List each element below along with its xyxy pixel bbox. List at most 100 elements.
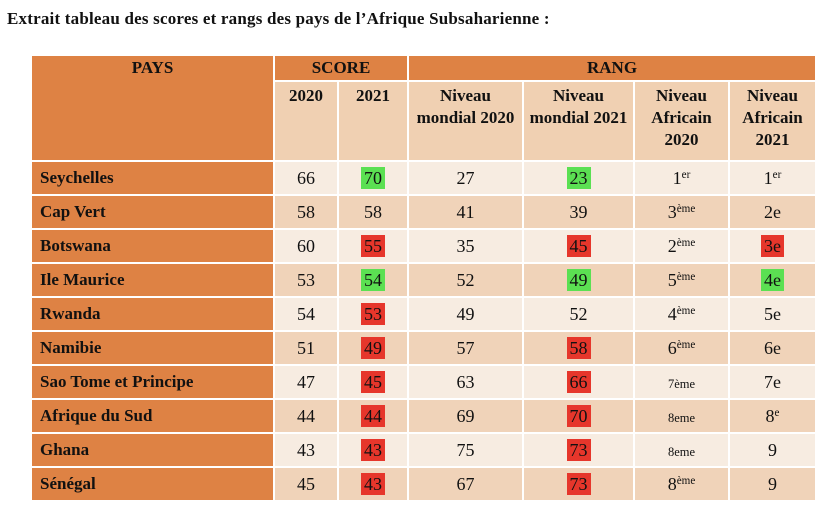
value: 8ème (667, 473, 696, 494)
rang-mondial-2020-cell: 41 (409, 196, 523, 228)
score-2021-cell: 43 (339, 468, 408, 500)
highlighted-value: 58 (566, 336, 591, 360)
value: 39 (569, 201, 588, 222)
table-row: Seychelles 66 70 27 23 1er 1er (32, 162, 816, 194)
rang-mondial-2021-cell: 23 (524, 162, 634, 194)
value: 8e (765, 405, 780, 426)
country-cell: Afrique du Sud (32, 400, 273, 432)
rang-mondial-2020-cell: 27 (409, 162, 523, 194)
score-2021-cell: 70 (339, 162, 408, 194)
rang-africain-2021-cell: 1er (730, 162, 816, 194)
value: 45 (297, 473, 315, 494)
table-row: Ile Maurice 53 54 52 49 5ème 4e (32, 264, 816, 296)
table-row: Namibie 51 49 57 58 6ème 6e (32, 332, 816, 364)
value: 43 (297, 439, 315, 460)
country-cell: Sao Tome et Principe (32, 366, 273, 398)
rang-mondial-2020-cell: 75 (409, 434, 523, 466)
header-score-2020: 2020 (275, 82, 337, 160)
score-2021-cell: 49 (339, 332, 408, 364)
score-2020-cell: 58 (275, 196, 337, 228)
highlighted-value: 70 (361, 166, 385, 190)
value: 51 (297, 337, 315, 358)
header-niveau-mondial-2021: Niveau mondial 2021 (524, 82, 634, 160)
rang-mondial-2020-cell: 67 (409, 468, 523, 500)
rang-africain-2020-cell: 6ème (635, 332, 729, 364)
rang-africain-2021-cell: 4e (730, 264, 816, 296)
rang-mondial-2021-cell: 73 (524, 468, 634, 500)
rang-africain-2021-cell: 5e (730, 298, 816, 330)
header-pays: PAYS (32, 56, 273, 160)
value: 6ème (667, 337, 696, 358)
value: 60 (297, 235, 315, 256)
rang-africain-2020-cell: 4ème (635, 298, 729, 330)
header-rang: RANG (409, 56, 816, 80)
table-row: Afrique du Sud 44 44 69 70 8eme 8e (32, 400, 816, 432)
rang-mondial-2021-cell: 39 (524, 196, 634, 228)
rang-africain-2020-cell: 8eme (635, 434, 729, 466)
rang-mondial-2021-cell: 66 (524, 366, 634, 398)
header-score-2021: 2021 (339, 82, 408, 160)
value: 63 (456, 371, 475, 392)
value: 44 (297, 405, 315, 426)
value: 67 (456, 473, 475, 494)
header-niveau-africain-2021: Niveau Africain 2021 (730, 82, 816, 160)
value: 9 (768, 439, 778, 460)
value: 1er (672, 167, 691, 188)
value: 1er (763, 167, 782, 188)
rang-mondial-2021-cell: 45 (524, 230, 634, 262)
rang-africain-2021-cell: 9 (730, 468, 816, 500)
rang-africain-2020-cell: 8ème (635, 468, 729, 500)
score-2020-cell: 51 (275, 332, 337, 364)
value: 47 (297, 371, 315, 392)
value: 57 (456, 337, 475, 358)
score-2020-cell: 43 (275, 434, 337, 466)
value: 75 (456, 439, 475, 460)
table-row: Ghana 43 43 75 73 8eme 9 (32, 434, 816, 466)
highlighted-value: 53 (361, 302, 385, 326)
score-2020-cell: 47 (275, 366, 337, 398)
header-score: SCORE (275, 56, 408, 80)
score-2021-cell: 55 (339, 230, 408, 262)
table-body: Seychelles 66 70 27 23 1er 1er Cap Vert 58 58 41 39… (32, 162, 816, 500)
score-2020-cell: 54 (275, 298, 337, 330)
value: 66 (297, 167, 315, 188)
highlighted-value: 73 (566, 472, 591, 496)
value: 35 (456, 235, 475, 256)
table-row: Cap Vert 58 58 41 39 3ème 2e (32, 196, 816, 228)
highlighted-value: 45 (566, 234, 591, 258)
score-2020-cell: 45 (275, 468, 337, 500)
rang-mondial-2021-cell: 58 (524, 332, 634, 364)
value: 58 (297, 201, 315, 222)
page-title: Extrait tableau des scores et rangs des … (7, 9, 550, 28)
value: 8eme (667, 410, 696, 425)
country-cell: Rwanda (32, 298, 273, 330)
highlighted-value: 44 (361, 404, 385, 428)
rang-africain-2020-cell: 5ème (635, 264, 729, 296)
highlighted-value: 66 (566, 370, 591, 394)
value: 8eme (667, 444, 696, 459)
rang-africain-2021-cell: 6e (730, 332, 816, 364)
country-cell: Ile Maurice (32, 264, 273, 296)
rang-africain-2020-cell: 2ème (635, 230, 729, 262)
highlighted-value: 73 (566, 438, 591, 462)
rang-africain-2021-cell: 3e (730, 230, 816, 262)
value: 4ème (667, 303, 696, 324)
rang-mondial-2021-cell: 70 (524, 400, 634, 432)
table-row: Sao Tome et Principe 47 45 63 66 7ème 7e (32, 366, 816, 398)
value: 41 (456, 201, 475, 222)
table-row: Sénégal 45 43 67 73 8ème 9 (32, 468, 816, 500)
header-niveau-mondial-2020: Niveau mondial 2020 (409, 82, 523, 160)
value: 27 (456, 167, 475, 188)
rang-mondial-2020-cell: 63 (409, 366, 523, 398)
rang-mondial-2020-cell: 52 (409, 264, 523, 296)
header-niveau-africain-2020: Niveau Africain 2020 (635, 82, 729, 160)
value: 5e (764, 303, 782, 324)
rang-mondial-2021-cell: 49 (524, 264, 634, 296)
highlighted-value: 49 (566, 268, 591, 292)
value: 9 (768, 473, 778, 494)
value: 49 (456, 303, 475, 324)
country-cell: Ghana (32, 434, 273, 466)
highlighted-value: 23 (566, 166, 591, 190)
value: 2ème (667, 235, 696, 256)
rang-mondial-2021-cell: 52 (524, 298, 634, 330)
